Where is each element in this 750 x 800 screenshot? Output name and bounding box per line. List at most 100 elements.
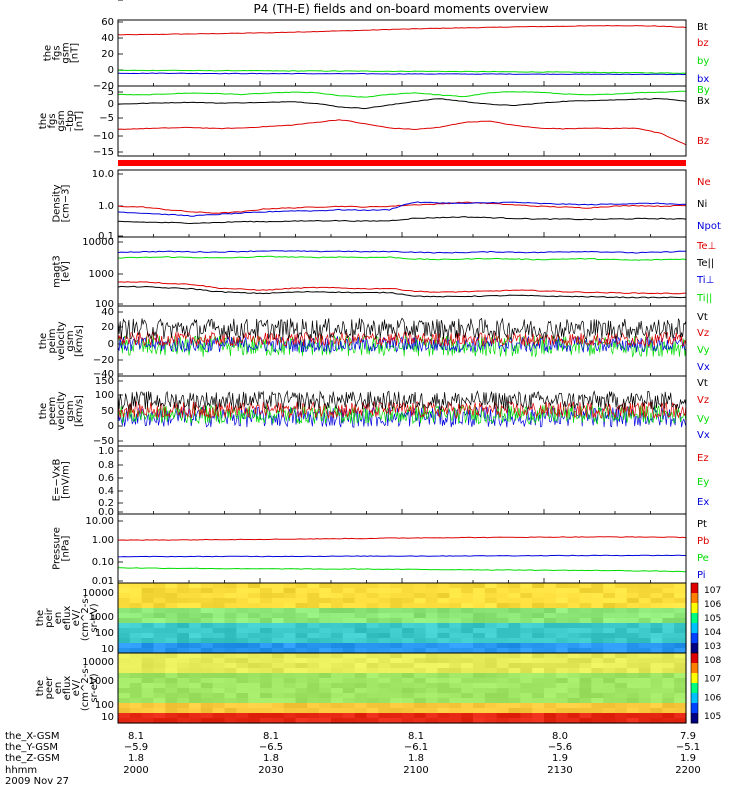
spectrogram-cell bbox=[307, 713, 320, 719]
spectrogram-cell bbox=[650, 688, 663, 694]
spectrogram-cell bbox=[212, 633, 226, 639]
spectrogram-cell bbox=[615, 703, 628, 709]
spectrogram-cell bbox=[165, 718, 178, 724]
spectrogram-cell bbox=[425, 668, 439, 674]
spectrogram-cell bbox=[331, 648, 344, 654]
spectrogram-cell bbox=[366, 618, 379, 624]
x-row-value: 8.1 bbox=[408, 731, 424, 742]
spectrogram-cell bbox=[555, 613, 569, 619]
spectrogram-cell bbox=[473, 618, 486, 624]
spectrogram-cell bbox=[378, 703, 391, 709]
spectrogram-cell bbox=[118, 708, 131, 714]
legend-entry: Pb bbox=[697, 536, 709, 547]
spectrogram-cell bbox=[200, 698, 214, 704]
spectrogram-cell bbox=[544, 643, 557, 649]
spectrogram-cell bbox=[319, 583, 332, 589]
ylabel-line: [mV/m] bbox=[61, 461, 72, 499]
spectrogram-cell bbox=[591, 718, 604, 724]
spectrogram-cell bbox=[260, 678, 273, 684]
spectrogram-cell bbox=[674, 583, 687, 589]
spectrogram-cell bbox=[342, 698, 356, 704]
spectrogram-cell bbox=[484, 678, 498, 684]
y-tick-label: 10.0 bbox=[92, 169, 114, 180]
spectrogram-cell bbox=[567, 668, 581, 674]
spectrogram-cell bbox=[153, 703, 166, 709]
spectrogram-cell bbox=[141, 718, 155, 724]
spectrogram-cell bbox=[118, 698, 131, 704]
spectrogram-cell bbox=[555, 668, 569, 674]
spectrogram-cell bbox=[437, 693, 450, 699]
spectrogram-cell bbox=[555, 648, 569, 654]
spectrogram-cell bbox=[212, 603, 226, 609]
spectrogram-cell bbox=[615, 653, 628, 659]
spectrogram-cell bbox=[153, 638, 166, 644]
spectrogram-cell bbox=[331, 713, 344, 719]
spectrogram-cell bbox=[591, 693, 604, 699]
spectrogram-cell bbox=[283, 648, 297, 654]
spectrogram-cell bbox=[638, 598, 652, 604]
spectrogram-cell bbox=[532, 718, 545, 724]
spectrogram-cell bbox=[413, 618, 427, 624]
spectrogram-cell bbox=[295, 618, 308, 624]
spectrogram-cell bbox=[402, 668, 415, 674]
spectrogram-cell bbox=[165, 713, 178, 719]
spectrogram-cell bbox=[390, 623, 403, 629]
y-tick-label: 150 bbox=[95, 376, 114, 387]
spectrogram-cell bbox=[508, 668, 521, 674]
spectrogram-cell bbox=[129, 663, 143, 669]
spectrogram-cell bbox=[319, 668, 332, 674]
spectrogram-cell bbox=[638, 588, 652, 594]
spectrogram-cell bbox=[437, 683, 450, 689]
spectrogram-cell bbox=[496, 678, 510, 684]
spectrogram-cell bbox=[662, 613, 675, 619]
spectrogram-cell bbox=[236, 613, 249, 619]
ylabel-line: E=−VxB bbox=[52, 459, 63, 502]
spectrogram-cell bbox=[567, 653, 581, 659]
spectrogram-cell bbox=[165, 638, 178, 644]
spectrogram-cell bbox=[189, 698, 202, 704]
spectrogram-cell bbox=[307, 653, 320, 659]
spectrogram-cell bbox=[366, 613, 379, 619]
spectrogram-cell bbox=[319, 673, 332, 679]
spectrogram-cell bbox=[413, 708, 427, 714]
spectrogram-cell bbox=[579, 658, 592, 664]
spectrogram-cell bbox=[532, 673, 545, 679]
spectrogram-cell bbox=[520, 643, 533, 649]
spectrogram-cell bbox=[153, 693, 166, 699]
spectrogram-cell bbox=[484, 663, 498, 669]
spectrogram-cell bbox=[425, 593, 439, 599]
spectrogram-cell bbox=[342, 628, 356, 634]
legend-entry: Ez bbox=[697, 453, 709, 464]
spectrogram-cell bbox=[662, 693, 675, 699]
ylabel-line: peem bbox=[47, 397, 58, 425]
spectrogram-cell bbox=[354, 643, 368, 649]
spectrogram-cell bbox=[354, 588, 368, 594]
spectrogram-cell bbox=[638, 663, 652, 669]
spectrogram-cell bbox=[295, 648, 308, 654]
spectrogram-cell bbox=[189, 613, 202, 619]
spectrogram-cell bbox=[165, 628, 178, 634]
spectrogram-cell bbox=[425, 648, 439, 654]
spectrogram-cell bbox=[153, 648, 166, 654]
spectrogram-cell bbox=[283, 653, 297, 659]
spectrogram-cell bbox=[118, 623, 131, 629]
spectrogram-cell bbox=[260, 583, 273, 589]
spectrogram-cell bbox=[177, 648, 190, 654]
spectrogram-cell bbox=[674, 663, 687, 669]
spectrogram-cell bbox=[307, 588, 320, 594]
spectrogram-cell bbox=[390, 628, 403, 634]
spectrogram-cell bbox=[224, 663, 237, 669]
spectrogram-cell bbox=[496, 583, 510, 589]
y-tick-label: −10 bbox=[93, 131, 114, 142]
ylabel-line: fgs bbox=[52, 45, 63, 60]
spectrogram-cell bbox=[603, 633, 616, 639]
spectrogram-cell bbox=[366, 653, 379, 659]
ylabel-line: fgs bbox=[47, 113, 58, 128]
y-tick-label: 20 bbox=[101, 322, 114, 333]
spectrogram-cell bbox=[437, 718, 450, 724]
y-tick-label: 100 bbox=[95, 700, 114, 711]
spectrogram-cell bbox=[520, 583, 533, 589]
spectrogram-cell bbox=[508, 663, 521, 669]
spectrogram-cell bbox=[603, 653, 616, 659]
